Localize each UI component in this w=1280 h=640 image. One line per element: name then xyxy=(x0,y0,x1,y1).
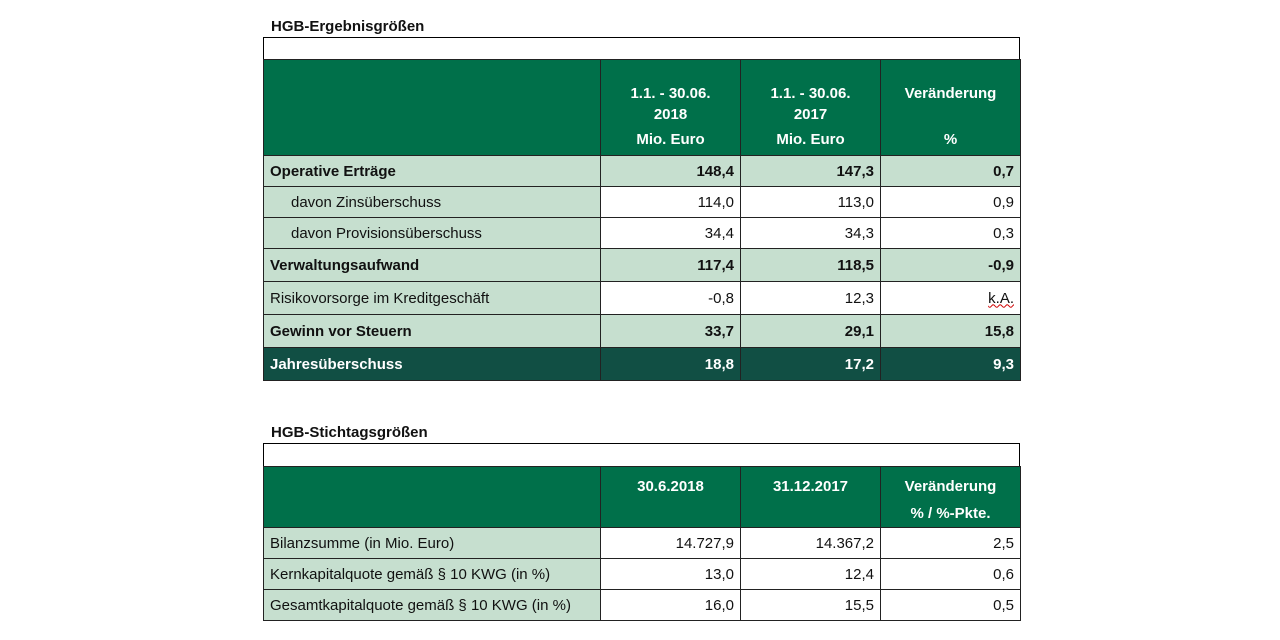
value-2018: 148,4 xyxy=(600,155,741,187)
value-change: -0,9 xyxy=(880,248,1021,282)
header-year: 2018 xyxy=(653,106,688,123)
value-date1: 14.727,9 xyxy=(600,527,741,559)
value-change: 0,5 xyxy=(880,589,1021,621)
header-cell-empty xyxy=(263,59,601,156)
header-cell-date1: 30.6.2018 xyxy=(600,466,741,528)
value-2017: 147,3 xyxy=(740,155,881,187)
value-2017: 34,3 xyxy=(740,217,881,249)
header-period: 1.1. - 30.06. xyxy=(630,85,711,102)
table-row: Operative Erträge 148,4 147,3 0,7 xyxy=(263,155,1021,187)
row-label: davon Provisionsüberschuss xyxy=(263,217,601,249)
table-header-row: 1.1. - 30.06. 2018 Mio. Euro 1.1. - 30.0… xyxy=(263,59,1021,156)
value-date1: 16,0 xyxy=(600,589,741,621)
header-unit: % / %-Pkte. xyxy=(910,505,991,522)
value-2018: -0,8 xyxy=(600,281,741,315)
value-2018: 34,4 xyxy=(600,217,741,249)
value-2018: 117,4 xyxy=(600,248,741,282)
header-unit: Mio. Euro xyxy=(776,131,845,148)
row-label: Risikovorsorge im Kreditgeschäft xyxy=(263,281,601,315)
value-date1: 13,0 xyxy=(600,558,741,590)
table-row: Gewinn vor Steuern 33,7 29,1 15,8 xyxy=(263,314,1021,348)
row-label: Gewinn vor Steuern xyxy=(263,314,601,348)
value-change: 9,3 xyxy=(880,347,1021,381)
row-label: Verwaltungsaufwand xyxy=(263,248,601,282)
value-2017: 29,1 xyxy=(740,314,881,348)
value-change: 0,3 xyxy=(880,217,1021,249)
row-label: Bilanzsumme (in Mio. Euro) xyxy=(263,527,601,559)
header-unit: % xyxy=(943,131,958,148)
header-cell-2018: 1.1. - 30.06. 2018 Mio. Euro xyxy=(600,59,741,156)
value-2017: 113,0 xyxy=(740,186,881,218)
table-row: Gesamtkapitalquote gemäß § 10 KWG (in %)… xyxy=(263,589,1021,621)
value-2017: 12,3 xyxy=(740,281,881,315)
table-row: Risikovorsorge im Kreditgeschäft -0,8 12… xyxy=(263,281,1021,315)
header-year: 2017 xyxy=(793,106,828,123)
table-header-row: 30.6.2018 31.12.2017 Veränderung % / %-P… xyxy=(263,466,1021,528)
ergebnis-table: 1.1. - 30.06. 2018 Mio. Euro 1.1. - 30.0… xyxy=(263,59,1021,381)
row-label: Gesamtkapitalquote gemäß § 10 KWG (in %) xyxy=(263,589,601,621)
table-row: Verwaltungsaufwand 117,4 118,5 -0,9 xyxy=(263,248,1021,282)
table-spacer-row xyxy=(263,443,1020,467)
value-2018: 33,7 xyxy=(600,314,741,348)
row-label: Jahresüberschuss xyxy=(263,347,601,381)
value-date2: 14.367,2 xyxy=(740,527,881,559)
header-cell-2017: 1.1. - 30.06. 2017 Mio. Euro xyxy=(740,59,881,156)
table-row: davon Provisionsüberschuss 34,4 34,3 0,3 xyxy=(263,217,1021,249)
value-change: 0,6 xyxy=(880,558,1021,590)
row-label: Operative Erträge xyxy=(263,155,601,187)
value-2017: 17,2 xyxy=(740,347,881,381)
value-change-text: k.A. xyxy=(988,289,1014,307)
section-title-ergebnis: HGB-Ergebnisgrößen xyxy=(271,18,425,35)
value-date2: 12,4 xyxy=(740,558,881,590)
header-unit: Mio. Euro xyxy=(636,131,705,148)
value-2018: 114,0 xyxy=(600,186,741,218)
table-row: Bilanzsumme (in Mio. Euro) 14.727,9 14.3… xyxy=(263,527,1021,559)
value-date2: 15,5 xyxy=(740,589,881,621)
stichtag-table: 30.6.2018 31.12.2017 Veränderung % / %-P… xyxy=(263,466,1021,621)
header-cell-date2: 31.12.2017 xyxy=(740,466,881,528)
row-label: Kernkapitalquote gemäß § 10 KWG (in %) xyxy=(263,558,601,590)
table-spacer-row xyxy=(263,37,1020,60)
value-change: 0,9 xyxy=(880,186,1021,218)
header-cell-change: Veränderung % / %-Pkte. xyxy=(880,466,1021,528)
table-row: Kernkapitalquote gemäß § 10 KWG (in %) 1… xyxy=(263,558,1021,590)
value-2017: 118,5 xyxy=(740,248,881,282)
header-period: 1.1. - 30.06. xyxy=(770,85,851,102)
header-cell-change: Veränderung % xyxy=(880,59,1021,156)
table-row: davon Zinsüberschuss 114,0 113,0 0,9 xyxy=(263,186,1021,218)
header-change-label: Veränderung xyxy=(904,85,997,102)
value-change: 0,7 xyxy=(880,155,1021,187)
value-change: 2,5 xyxy=(880,527,1021,559)
header-change-label: Veränderung xyxy=(904,478,997,495)
value-change: k.A. xyxy=(880,281,1021,315)
table-row-total: Jahresüberschuss 18,8 17,2 9,3 xyxy=(263,347,1021,381)
value-2018: 18,8 xyxy=(600,347,741,381)
row-label: davon Zinsüberschuss xyxy=(263,186,601,218)
value-change: 15,8 xyxy=(880,314,1021,348)
section-title-stichtag: HGB-Stichtagsgrößen xyxy=(271,424,428,441)
header-cell-empty xyxy=(263,466,601,528)
